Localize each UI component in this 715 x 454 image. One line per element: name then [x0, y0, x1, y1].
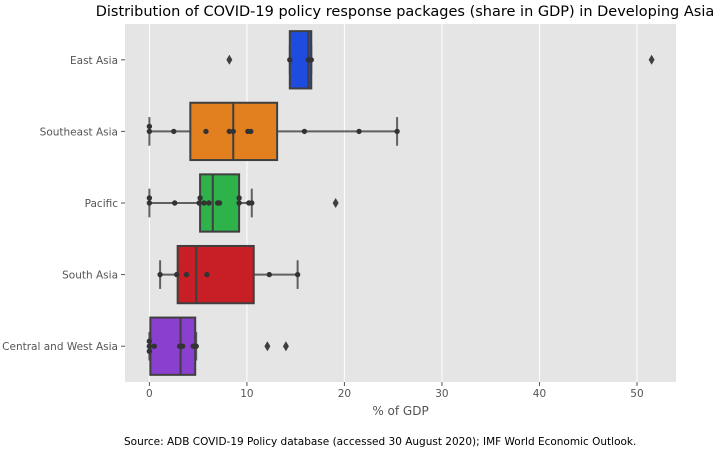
outlier-marker: [264, 341, 271, 352]
x-axis-label: % of GDP: [372, 404, 428, 418]
data-point: [204, 271, 210, 278]
x-tick-label: 30: [435, 388, 448, 400]
data-point: [294, 271, 301, 278]
data-point: [394, 128, 400, 135]
data-point: [196, 200, 202, 206]
data-point: [157, 271, 163, 278]
data-point: [226, 128, 233, 135]
data-point: [173, 271, 180, 278]
box-central-and-west-asia: [149, 316, 197, 376]
data-point: [146, 128, 153, 135]
x-tick-label: 20: [338, 388, 351, 400]
outlier-marker: [282, 341, 289, 352]
y-tick-label: East Asia: [70, 55, 118, 67]
outlier-marker: [648, 54, 655, 65]
data-point: [146, 348, 153, 354]
x-tick-label: 40: [533, 388, 546, 400]
outlier-marker: [332, 198, 339, 208]
y-tick-label: Pacific: [85, 198, 119, 210]
box-south-asia: [176, 244, 255, 305]
data-point: [146, 338, 153, 344]
data-point: [146, 200, 153, 206]
data-point: [248, 128, 254, 135]
data-point: [151, 343, 157, 349]
data-point: [308, 57, 314, 63]
chart-title: Distribution of COVID-19 policy response…: [95, 4, 715, 20]
data-point: [146, 195, 153, 201]
data-point: [193, 343, 199, 349]
data-point: [146, 123, 153, 130]
data-point: [197, 195, 203, 201]
data-point: [301, 128, 308, 135]
data-point: [236, 195, 242, 201]
data-point: [249, 200, 255, 206]
x-tick-label: 0: [146, 388, 153, 400]
data-point: [230, 128, 236, 135]
x-tick-label: 10: [240, 388, 253, 400]
data-point: [183, 271, 190, 278]
data-point: [201, 200, 207, 206]
data-point: [172, 200, 178, 206]
data-point: [179, 343, 186, 349]
y-tick-label: Southeast Asia: [40, 126, 118, 138]
y-tick-label: South Asia: [62, 270, 118, 282]
data-point: [287, 57, 293, 63]
data-point: [171, 128, 177, 135]
data-point: [206, 200, 212, 206]
x-tick-label: 50: [630, 388, 643, 400]
outlier-marker: [226, 54, 233, 65]
data-point: [203, 128, 209, 135]
data-point: [146, 343, 153, 349]
y-tick-label: Central and West Asia: [2, 341, 118, 353]
source-note: Source: ADB COVID-19 Policy database (ac…: [124, 436, 637, 448]
data-point: [216, 200, 223, 206]
data-point: [266, 271, 273, 278]
data-point: [356, 128, 362, 135]
data-point: [236, 200, 242, 206]
